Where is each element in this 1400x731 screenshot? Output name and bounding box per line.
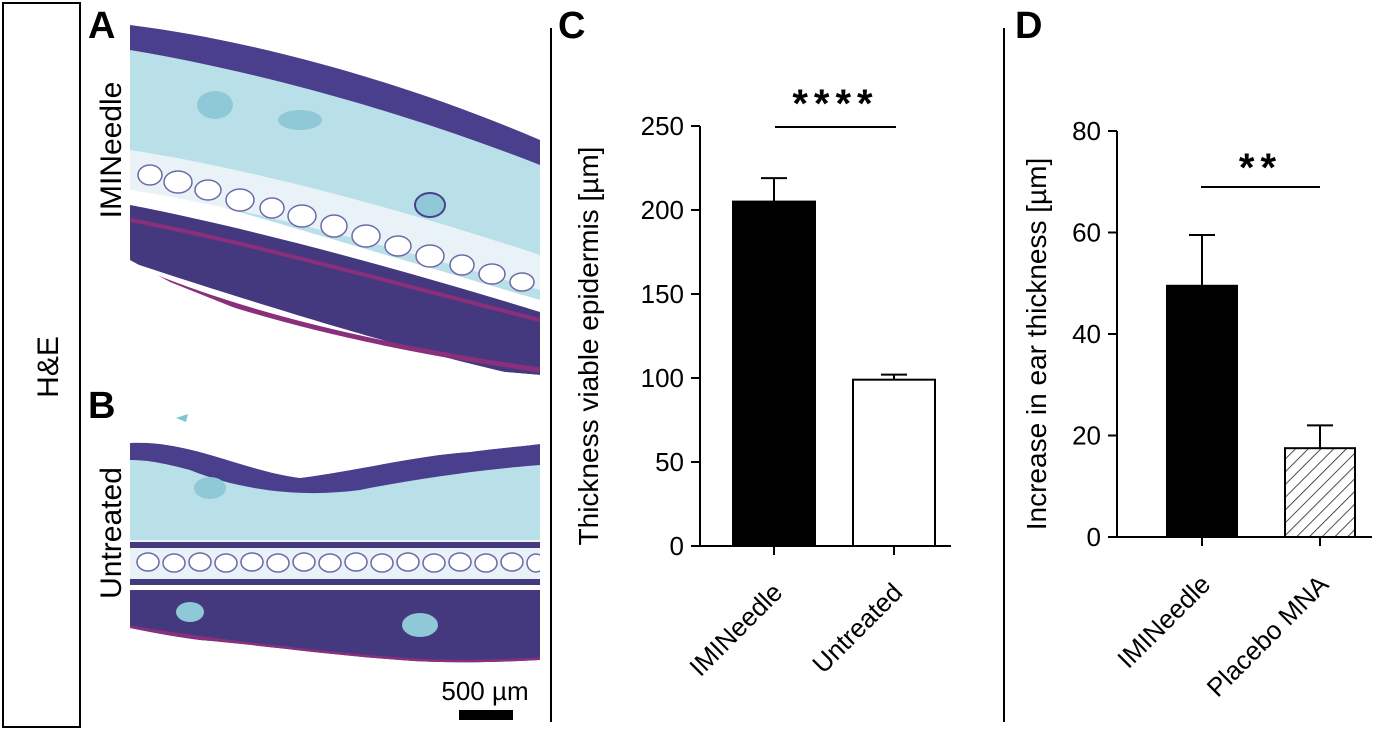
scale-bar: [459, 710, 513, 720]
chart-c-category-label: IMINeedle: [683, 577, 788, 682]
chart-c-significance-label: ****: [792, 82, 878, 126]
panel-letter-c: C: [558, 5, 585, 47]
chart-d-y-tick-label: 80: [1072, 116, 1101, 146]
histology-image-b: [130, 442, 540, 663]
chart-c-y-tick-label: 250: [641, 111, 684, 141]
tissue-fragment: [176, 414, 188, 422]
chart-d-bar: [1284, 447, 1356, 538]
panel-letter-b: B: [88, 385, 115, 427]
chart-c-bar: [852, 378, 936, 547]
panel-letter-d: D: [1015, 5, 1042, 47]
chart-d-y-tick-label: 60: [1072, 218, 1101, 248]
chart-c-y-tick-label: 200: [641, 195, 684, 225]
chart-c-y-axis-label: Thickness viable epidermis [µm]: [573, 147, 604, 546]
chart-d: 0 20 40 60 80 Increase in ear thickness [µm] I…: [1021, 116, 1372, 703]
chart-c-y-tick-label: 0: [670, 531, 684, 561]
chart-d-y-tick-label: 40: [1072, 319, 1101, 349]
histology-image-a: [130, 25, 540, 375]
panel-a-label: IMINeedle: [95, 82, 128, 219]
chart-c-y-tick-label: 150: [641, 279, 684, 309]
chart-d-bar: [1166, 284, 1238, 538]
chart-d-y-tick-label: 0: [1087, 522, 1101, 552]
chart-d-category-label: IMINeedle: [1111, 569, 1216, 674]
chart-d-significance-label: **: [1239, 146, 1282, 190]
chart-d-y-axis-label: Increase in ear thickness [µm]: [1021, 158, 1052, 531]
panel-letter-a: A: [88, 5, 115, 47]
panel-b-label: Untreated: [95, 467, 128, 599]
side-label-box: [2, 2, 81, 728]
chart-d-y-tick-label: 20: [1072, 421, 1101, 451]
chart-c: 0 50 100 150 200 250 Thickness viable epidermi…: [573, 82, 951, 682]
chart-d-category-label: Placebo MNA: [1201, 569, 1335, 703]
chart-c-category-label: Untreated: [806, 577, 908, 679]
side-label-he: H&E: [32, 336, 65, 398]
chart-c-y-tick-label: 100: [641, 363, 684, 393]
chart-c-bar: [732, 200, 816, 547]
scale-bar-label: 500 µm: [441, 676, 528, 706]
chart-c-y-tick-label: 50: [655, 447, 684, 477]
